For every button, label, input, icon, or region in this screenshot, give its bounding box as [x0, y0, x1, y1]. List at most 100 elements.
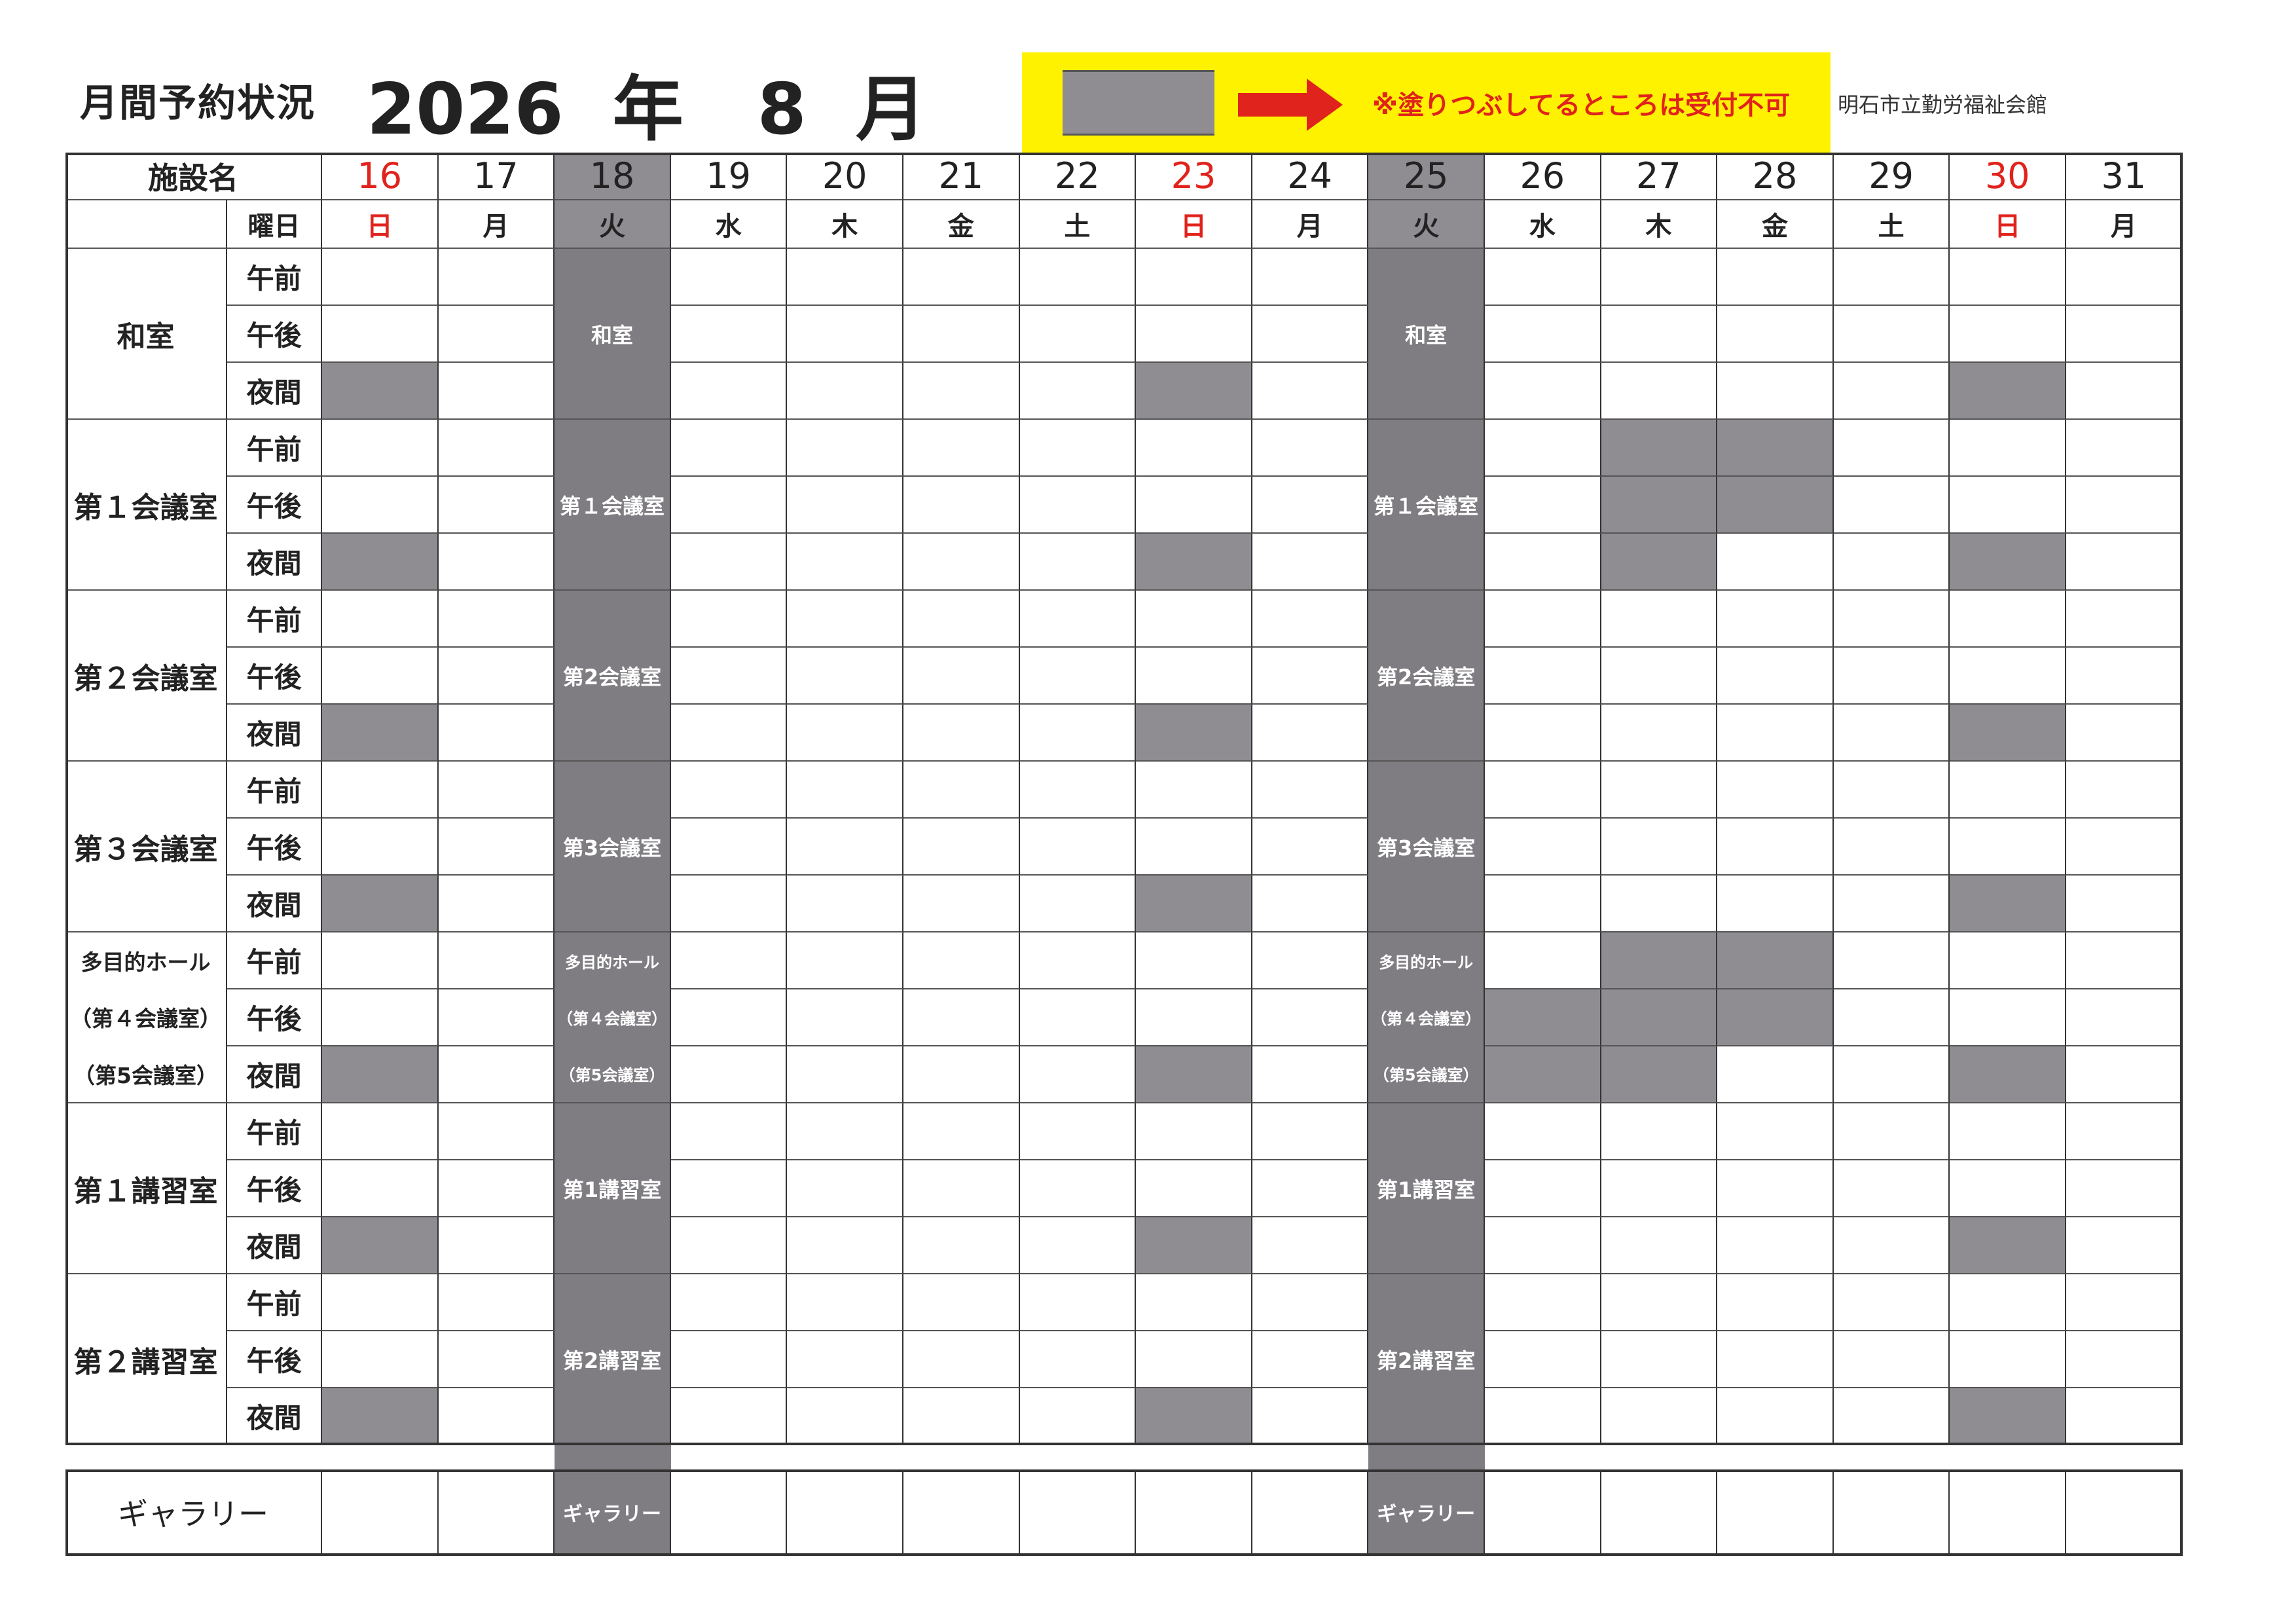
available-slot[interactable]: [903, 363, 1020, 420]
gallery-slot[interactable]: [903, 1469, 1020, 1556]
available-slot[interactable]: [1252, 591, 1369, 648]
available-slot[interactable]: [1252, 363, 1369, 420]
available-slot[interactable]: [322, 1274, 439, 1331]
gallery-slot[interactable]: [787, 1469, 903, 1556]
available-slot[interactable]: [1833, 1217, 1950, 1274]
available-slot[interactable]: [1485, 363, 1601, 420]
available-slot[interactable]: [1252, 819, 1369, 876]
available-slot[interactable]: [1136, 1274, 1252, 1331]
available-slot[interactable]: [1136, 1160, 1252, 1217]
available-slot[interactable]: [2066, 420, 2183, 477]
available-slot[interactable]: [1019, 1331, 1137, 1388]
available-slot[interactable]: [1950, 762, 2066, 819]
available-slot[interactable]: [1833, 477, 1950, 534]
available-slot[interactable]: [903, 1388, 1020, 1445]
available-slot[interactable]: [1601, 249, 1718, 306]
available-slot[interactable]: [1485, 420, 1601, 477]
available-slot[interactable]: [438, 989, 555, 1046]
available-slot[interactable]: [438, 876, 555, 932]
available-slot[interactable]: [1019, 477, 1137, 534]
available-slot[interactable]: [903, 989, 1020, 1046]
available-slot[interactable]: [1601, 705, 1718, 762]
available-slot[interactable]: [1019, 363, 1137, 420]
available-slot[interactable]: [1136, 306, 1252, 363]
available-slot[interactable]: [1136, 819, 1252, 876]
available-slot[interactable]: [1485, 819, 1601, 876]
available-slot[interactable]: [670, 1046, 788, 1103]
available-slot[interactable]: [438, 1103, 555, 1160]
available-slot[interactable]: [1252, 1331, 1369, 1388]
available-slot[interactable]: [1019, 819, 1137, 876]
available-slot[interactable]: [1717, 306, 1834, 363]
available-slot[interactable]: [903, 591, 1020, 648]
available-slot[interactable]: [2066, 648, 2183, 705]
available-slot[interactable]: [1601, 363, 1718, 420]
available-slot[interactable]: [1485, 249, 1601, 306]
available-slot[interactable]: [1717, 1046, 1834, 1103]
available-slot[interactable]: [787, 591, 903, 648]
available-slot[interactable]: [1717, 819, 1834, 876]
available-slot[interactable]: [1252, 306, 1369, 363]
available-slot[interactable]: [670, 306, 788, 363]
available-slot[interactable]: [1136, 477, 1252, 534]
available-slot[interactable]: [903, 762, 1020, 819]
available-slot[interactable]: [438, 932, 555, 989]
available-slot[interactable]: [2066, 591, 2183, 648]
available-slot[interactable]: [438, 1217, 555, 1274]
available-slot[interactable]: [903, 306, 1020, 363]
available-slot[interactable]: [670, 819, 788, 876]
available-slot[interactable]: [787, 876, 903, 932]
available-slot[interactable]: [1601, 876, 1718, 932]
available-slot[interactable]: [1833, 534, 1950, 591]
available-slot[interactable]: [1601, 1160, 1718, 1217]
available-slot[interactable]: [903, 1217, 1020, 1274]
available-slot[interactable]: [787, 1388, 903, 1445]
available-slot[interactable]: [1485, 534, 1601, 591]
available-slot[interactable]: [1833, 762, 1950, 819]
available-slot[interactable]: [1950, 1103, 2066, 1160]
available-slot[interactable]: [1601, 762, 1718, 819]
available-slot[interactable]: [2066, 1388, 2183, 1445]
available-slot[interactable]: [1019, 705, 1137, 762]
available-slot[interactable]: [438, 534, 555, 591]
available-slot[interactable]: [1601, 1388, 1718, 1445]
available-slot[interactable]: [1833, 876, 1950, 932]
available-slot[interactable]: [1833, 1160, 1950, 1217]
available-slot[interactable]: [1717, 1217, 1834, 1274]
available-slot[interactable]: [1833, 819, 1950, 876]
available-slot[interactable]: [1019, 932, 1137, 989]
available-slot[interactable]: [1485, 705, 1601, 762]
available-slot[interactable]: [1717, 762, 1834, 819]
available-slot[interactable]: [438, 648, 555, 705]
available-slot[interactable]: [670, 648, 788, 705]
available-slot[interactable]: [903, 420, 1020, 477]
available-slot[interactable]: [1252, 1160, 1369, 1217]
available-slot[interactable]: [670, 534, 788, 591]
available-slot[interactable]: [2066, 249, 2183, 306]
available-slot[interactable]: [787, 249, 903, 306]
available-slot[interactable]: [787, 1331, 903, 1388]
available-slot[interactable]: [1019, 249, 1137, 306]
available-slot[interactable]: [1252, 1103, 1369, 1160]
available-slot[interactable]: [787, 363, 903, 420]
available-slot[interactable]: [322, 1103, 439, 1160]
available-slot[interactable]: [1601, 819, 1718, 876]
gallery-slot[interactable]: [1485, 1469, 1601, 1556]
available-slot[interactable]: [1136, 1331, 1252, 1388]
available-slot[interactable]: [322, 1160, 439, 1217]
available-slot[interactable]: [1833, 1103, 1950, 1160]
available-slot[interactable]: [787, 932, 903, 989]
gallery-slot[interactable]: [1950, 1469, 2066, 1556]
available-slot[interactable]: [1252, 1274, 1369, 1331]
available-slot[interactable]: [322, 819, 439, 876]
available-slot[interactable]: [1252, 477, 1369, 534]
available-slot[interactable]: [670, 1217, 788, 1274]
available-slot[interactable]: [1485, 876, 1601, 932]
available-slot[interactable]: [1833, 705, 1950, 762]
available-slot[interactable]: [1136, 762, 1252, 819]
available-slot[interactable]: [1019, 1388, 1137, 1445]
available-slot[interactable]: [1136, 989, 1252, 1046]
available-slot[interactable]: [670, 1274, 788, 1331]
gallery-slot[interactable]: [438, 1469, 555, 1556]
available-slot[interactable]: [1485, 932, 1601, 989]
